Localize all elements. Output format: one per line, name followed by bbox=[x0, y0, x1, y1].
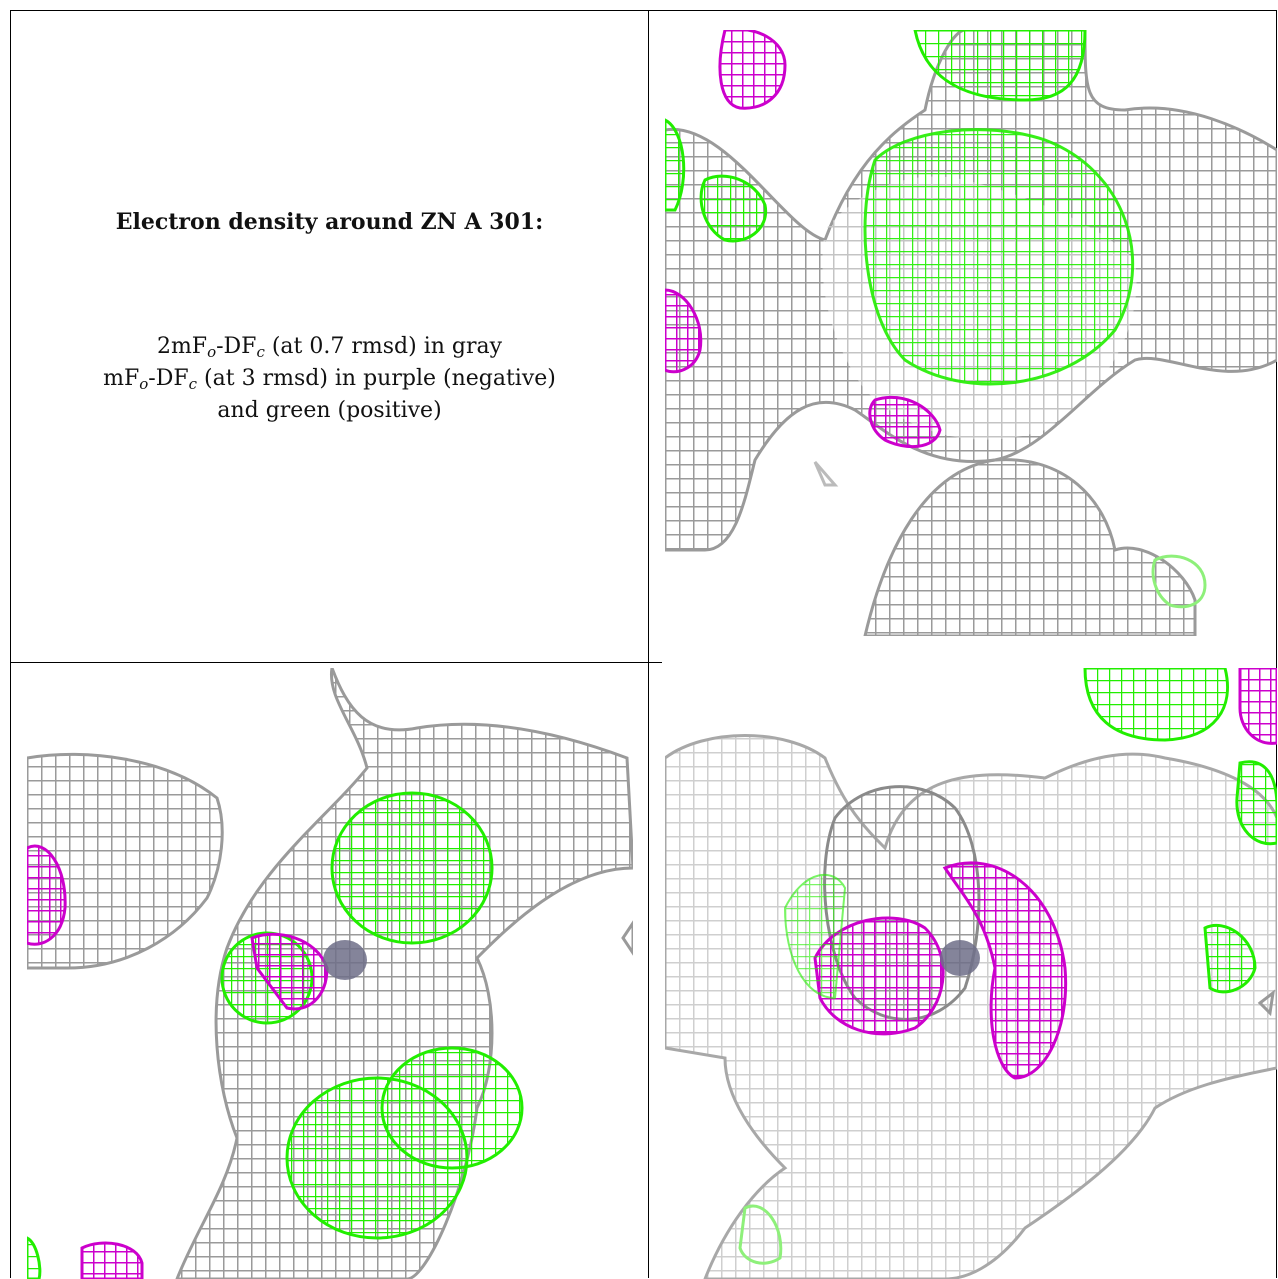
figure-frame bbox=[10, 10, 1277, 1278]
density-view-top-right bbox=[665, 30, 1277, 636]
legend-text: -DF bbox=[216, 334, 257, 359]
legend-subscript: c bbox=[188, 375, 198, 393]
mesh-render bbox=[665, 30, 1277, 636]
mesh-render bbox=[665, 668, 1277, 1279]
density-view-bottom-left bbox=[27, 668, 633, 1279]
legend-text: mF bbox=[103, 366, 140, 391]
mesh-render bbox=[27, 668, 633, 1279]
legend-text: (at 3 rmsd) in purple (negative) bbox=[197, 366, 556, 391]
grid-divider-horizontal bbox=[10, 662, 662, 663]
legend-line-positive: and green (positive) bbox=[217, 398, 442, 423]
figure-title: Electron density around ZN A 301: bbox=[115, 209, 544, 235]
legend-text: 2mF bbox=[156, 334, 208, 359]
caption-panel: Electron density around ZN A 301: 2mFo-D… bbox=[11, 11, 648, 662]
legend-subscript: o bbox=[139, 375, 149, 393]
legend-line-2fofc: 2mFo-DFc (at 0.7 rmsd) in gray bbox=[11, 331, 648, 363]
density-view-bottom-right bbox=[665, 668, 1277, 1279]
legend-text: -DF bbox=[148, 366, 189, 391]
legend-text: (at 0.7 rmsd) in gray bbox=[264, 334, 503, 359]
grid-divider-vertical bbox=[648, 10, 649, 1278]
legend-line-fofc: mFo-DFc (at 3 rmsd) in purple (negative) bbox=[11, 363, 648, 395]
legend-subscript: o bbox=[207, 343, 217, 361]
map-legend: 2mFo-DFc (at 0.7 rmsd) in gray mFo-DFc (… bbox=[11, 331, 648, 427]
legend-subscript: c bbox=[256, 343, 265, 361]
